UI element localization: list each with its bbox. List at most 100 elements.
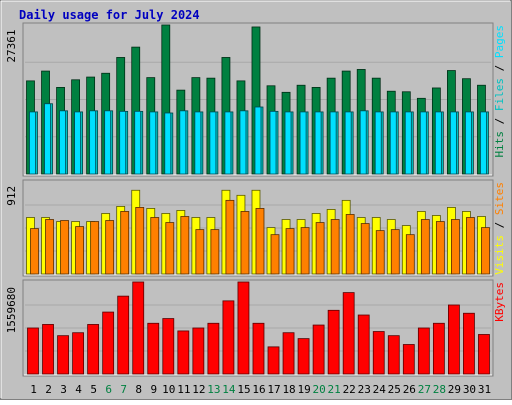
- bar-sites: [375, 230, 385, 275]
- panel-hits: 27361 Hits / Files / Pages: [5, 22, 506, 177]
- bar-kbytes: [297, 338, 310, 375]
- bar-sites: [481, 227, 490, 275]
- x-tick-label: 1: [30, 383, 37, 396]
- bar-kbytes: [162, 318, 175, 375]
- bar-kbytes: [327, 309, 340, 375]
- bar-kbytes: [478, 334, 490, 375]
- bar-pages: [465, 111, 472, 175]
- bar-pages: [389, 111, 397, 175]
- bar-sites: [240, 211, 250, 275]
- x-tick-label: 27: [418, 383, 431, 396]
- panel-legend: Visits / Sites: [493, 182, 506, 275]
- bar-sites: [285, 228, 295, 275]
- bar-kbytes: [342, 292, 355, 375]
- bar-sites: [405, 234, 415, 275]
- bar-kbytes: [207, 322, 220, 375]
- bar-pages: [450, 111, 457, 175]
- x-tick-label: 30: [463, 383, 476, 396]
- x-tick-label: 16: [252, 383, 265, 396]
- bar-pages: [374, 111, 382, 175]
- bar-kbytes: [177, 330, 190, 375]
- x-tick-label: 29: [448, 383, 461, 396]
- bar-sites: [45, 219, 54, 275]
- legend-pages: Pages: [493, 25, 506, 58]
- bar-kbytes: [192, 327, 205, 375]
- bar-kbytes: [237, 281, 250, 375]
- bar-pages: [179, 110, 187, 175]
- bar-pages: [359, 110, 367, 175]
- x-tick-label: 25: [388, 383, 401, 396]
- x-tick-label: 5: [90, 383, 97, 396]
- bar-pages: [269, 110, 277, 175]
- bar-sites: [75, 226, 84, 275]
- bar-sites: [195, 229, 205, 275]
- bar-kbytes: [147, 322, 160, 375]
- series-sites: [30, 199, 490, 275]
- bar-kbytes: [117, 295, 130, 375]
- bar-kbytes: [417, 327, 430, 375]
- bar-pages: [344, 111, 352, 175]
- x-tick-label: 31: [478, 383, 491, 396]
- x-tick-label: 2: [45, 383, 52, 396]
- bar-sites: [165, 222, 175, 275]
- bar-kbytes: [42, 324, 54, 375]
- bar-pages: [59, 110, 66, 175]
- bar-sites: [300, 227, 310, 275]
- bar-kbytes: [222, 300, 235, 375]
- bar-kbytes: [448, 304, 460, 375]
- x-tick-label: 3: [60, 383, 67, 396]
- bar-sites: [360, 223, 370, 275]
- series-pages: [29, 103, 487, 175]
- bar-sites: [180, 216, 190, 275]
- chart-panels: 27361 Hits / Files / Pages 912 Visits / Sit…: [5, 22, 506, 377]
- bar-sites: [90, 221, 100, 275]
- bar-sites: [30, 228, 39, 275]
- bar-sites: [466, 217, 475, 275]
- bar-sites: [255, 208, 265, 275]
- bar-kbytes: [57, 335, 69, 375]
- bar-pages: [284, 111, 292, 175]
- panel-max-label: 27361: [5, 29, 18, 62]
- x-tick-label: 22: [343, 383, 356, 396]
- legend-sites: Sites: [493, 182, 506, 215]
- x-tick-label: 19: [297, 383, 310, 396]
- x-tick-label: 17: [267, 383, 280, 396]
- bar-pages: [329, 111, 337, 175]
- bar-pages: [419, 111, 427, 175]
- bar-kbytes: [312, 324, 325, 375]
- bar-sites: [120, 211, 130, 275]
- legend-separator: /: [493, 111, 506, 131]
- bar-pages: [254, 106, 262, 175]
- legend-separator: /: [493, 215, 506, 235]
- panel-kbytes: 1559680 KBytes: [5, 279, 506, 377]
- bar-kbytes: [87, 324, 100, 375]
- x-tick-label: 8: [135, 383, 142, 396]
- bar-sites: [60, 220, 69, 275]
- x-tick-label: 28: [433, 383, 446, 396]
- bar-pages: [104, 110, 112, 175]
- bar-sites: [105, 220, 115, 275]
- x-tick-label: 10: [162, 383, 175, 396]
- bar-sites: [330, 219, 340, 275]
- legend-files: Files: [493, 78, 506, 111]
- x-tick-label: 13: [207, 383, 220, 396]
- bar-pages: [404, 111, 412, 175]
- bar-sites: [135, 207, 145, 275]
- bar-sites: [210, 229, 220, 275]
- bar-kbytes: [102, 311, 115, 375]
- x-tick-label: 20: [313, 383, 326, 396]
- bar-pages: [224, 111, 232, 175]
- bar-kbytes: [463, 312, 475, 375]
- bar-pages: [134, 110, 142, 175]
- bar-pages: [149, 111, 157, 175]
- panel-visits: 912 Visits / Sites: [5, 179, 506, 277]
- bar-sites: [420, 219, 430, 275]
- bar-sites: [345, 214, 355, 275]
- x-tick-label: 15: [237, 383, 250, 396]
- bar-pages: [194, 111, 202, 175]
- bar-sites: [225, 199, 235, 275]
- legend-visits: Visits: [493, 235, 506, 275]
- chart-title: Daily usage for July 2024: [19, 8, 200, 22]
- legend-kbytes: KBytes: [493, 282, 506, 322]
- x-tick-label: 21: [328, 383, 341, 396]
